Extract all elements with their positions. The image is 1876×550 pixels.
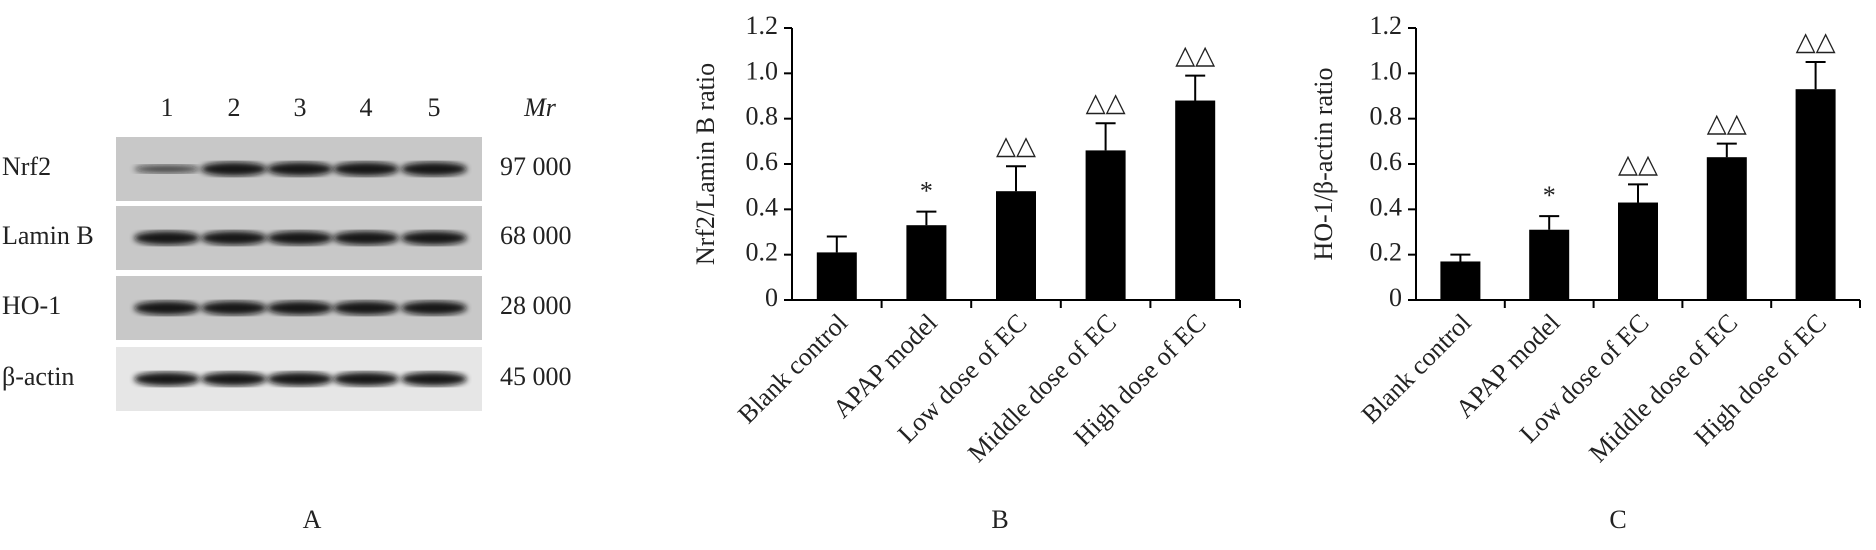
annotation: * (1543, 181, 1556, 210)
y-tick-label: 0.6 (746, 147, 779, 176)
lane-label: 3 (294, 93, 307, 122)
panel-label: C (1609, 505, 1626, 534)
x-tick-label: Middle dose of EC (1583, 308, 1743, 468)
annotation: △△ (1707, 109, 1747, 138)
lane-label: 1 (161, 93, 174, 122)
band (401, 231, 467, 245)
mr-value: 68 000 (500, 221, 572, 250)
mr-value: 28 000 (500, 291, 572, 320)
error-bar (1628, 183, 1648, 203)
row-label: Lamin B (2, 221, 94, 250)
y-tick-label: 0 (1389, 283, 1402, 312)
band (267, 162, 333, 176)
bar (1618, 202, 1658, 300)
band (134, 301, 200, 315)
error-bar (1805, 61, 1826, 90)
y-tick-label: 0.4 (1370, 192, 1403, 221)
lane-label: 2 (228, 93, 241, 122)
y-axis-label: Nrf2/Lamin B ratio (691, 63, 720, 265)
annotation: △△ (1175, 41, 1215, 70)
row-label: Nrf2 (2, 152, 51, 181)
error-bar (1006, 165, 1026, 192)
panel-label: B (991, 505, 1008, 534)
panel-label: A (303, 505, 322, 534)
band (267, 372, 333, 386)
mr-header: Mr (523, 93, 557, 122)
bar (906, 225, 947, 300)
annotation: △△ (1796, 27, 1836, 56)
annotation: △△ (1086, 88, 1126, 117)
bar (1085, 150, 1126, 300)
error-bar (1450, 253, 1471, 262)
band (134, 372, 200, 386)
y-tick-label: 0.2 (1370, 238, 1403, 267)
row-label: HO-1 (2, 291, 61, 320)
band (201, 372, 267, 386)
y-tick-label: 1.2 (746, 11, 779, 40)
y-tick-label: 0 (765, 283, 778, 312)
band (333, 301, 399, 315)
band (201, 231, 267, 245)
y-tick-label: 1.2 (1370, 11, 1403, 40)
error-bar (826, 235, 847, 253)
band (333, 162, 399, 176)
y-tick-label: 0.6 (1370, 147, 1403, 176)
lane-label: 5 (428, 93, 441, 122)
band (401, 162, 467, 176)
error-bar (1095, 122, 1116, 151)
bar (1795, 89, 1836, 300)
row-label: β-actin (2, 362, 74, 391)
band (401, 301, 467, 315)
annotation: * (920, 177, 933, 206)
band (134, 231, 200, 245)
bar (1529, 229, 1570, 300)
band (201, 162, 267, 176)
lane-label: 4 (360, 93, 373, 122)
annotation: △△ (1618, 149, 1658, 178)
annotation: △△ (996, 131, 1036, 160)
band (267, 301, 333, 315)
x-tick-label: Middle dose of EC (962, 308, 1122, 468)
band (201, 301, 267, 315)
bar (1175, 100, 1216, 301)
error-bar (1716, 142, 1737, 158)
error-bar (1539, 215, 1560, 230)
mr-value: 97 000 (500, 152, 572, 181)
bar (1706, 157, 1747, 300)
y-tick-label: 0.4 (746, 192, 779, 221)
bar (1440, 261, 1481, 300)
band (401, 372, 467, 386)
band (134, 165, 200, 173)
y-tick-label: 1.0 (1370, 56, 1403, 85)
mr-value: 45 000 (500, 362, 572, 391)
y-tick-label: 0.8 (1370, 102, 1403, 131)
error-bar (1185, 74, 1206, 101)
bar (816, 252, 857, 300)
bar (996, 191, 1036, 300)
band (333, 372, 399, 386)
y-tick-label: 0.2 (746, 238, 779, 267)
y-tick-label: 0.8 (746, 102, 779, 131)
band (267, 231, 333, 245)
y-tick-label: 1.0 (746, 56, 779, 85)
error-bar (916, 210, 937, 226)
band (333, 231, 399, 245)
y-axis-label: HO-1/β-actin ratio (1309, 68, 1338, 261)
